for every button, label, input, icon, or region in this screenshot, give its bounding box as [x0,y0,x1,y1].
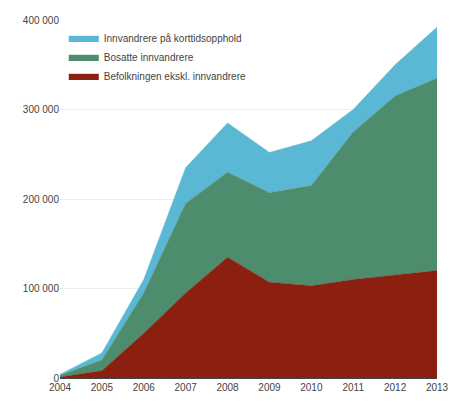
svg-text:2005: 2005 [91,382,114,393]
svg-text:400 000: 400 000 [23,15,60,26]
svg-text:0: 0 [53,373,59,384]
svg-text:200 000: 200 000 [23,194,60,205]
svg-text:2012: 2012 [384,382,407,393]
svg-text:300 000: 300 000 [23,104,60,115]
svg-text:100 000: 100 000 [23,283,60,294]
svg-text:2013: 2013 [426,382,449,393]
svg-text:2004: 2004 [49,382,72,393]
svg-text:Befolkningen ekskl. innvandrer: Befolkningen ekskl. innvandrere [104,71,246,82]
svg-text:2009: 2009 [258,382,281,393]
svg-text:Bosatte innvandrere: Bosatte innvandrere [104,52,194,63]
svg-text:2008: 2008 [216,382,239,393]
svg-text:Innvandrere på korttidsopphold: Innvandrere på korttidsopphold [104,33,242,44]
svg-text:2007: 2007 [175,382,198,393]
svg-text:2010: 2010 [300,382,323,393]
svg-text:2011: 2011 [342,382,364,393]
svg-text:2006: 2006 [133,382,156,393]
